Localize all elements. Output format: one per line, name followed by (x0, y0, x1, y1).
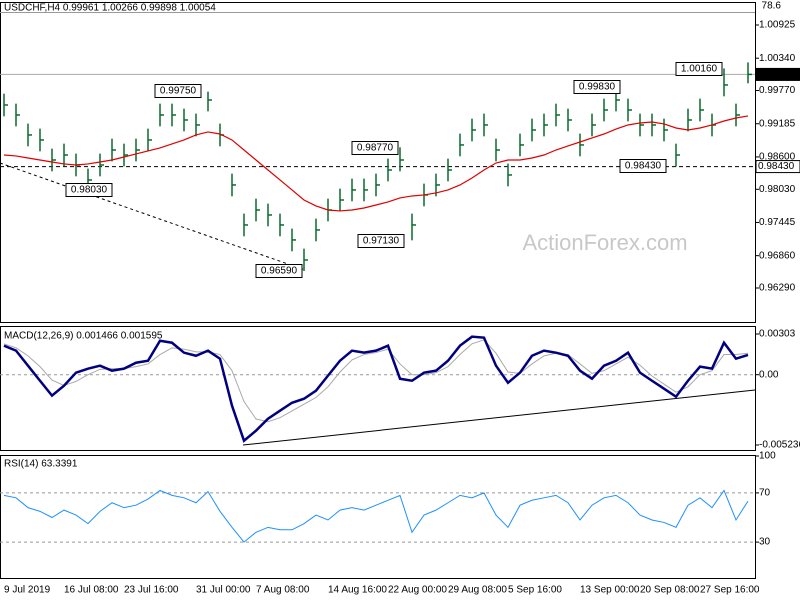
annotation: 0.96590 (261, 266, 298, 277)
y-tick-label: 0.00303 (759, 329, 796, 340)
y-tick-label: 0.99185 (759, 118, 796, 129)
y-tick-label: -0.005236 (759, 440, 800, 451)
y-tick-label: 0.96290 (759, 283, 796, 294)
watermark: ActionForex.com (522, 230, 687, 255)
annotation-box (619, 159, 667, 173)
x-tick-label: 29 Aug 08:00 (448, 585, 507, 596)
annotation: 0.98770 (357, 143, 394, 154)
annotation-box (573, 80, 621, 94)
price-line-box (755, 160, 800, 174)
x-tick-label: 22 Aug 00:00 (388, 585, 447, 596)
annotation-box (351, 141, 399, 155)
annotation-box (675, 62, 723, 76)
y-tick-label: 0.98600 (759, 152, 796, 163)
y-tick-label: 100 (759, 451, 776, 462)
price-line-box (755, 67, 800, 81)
annotation: 0.98030 (71, 185, 108, 196)
indicator-line (3, 489, 749, 543)
indicator-line (3, 339, 749, 423)
y-tick-label: 0.00 (759, 369, 779, 380)
annotation-box (154, 84, 202, 98)
macd-trendline (242, 389, 756, 446)
y-tick-label: 1.00340 (759, 53, 796, 64)
y-tick-label: 0.98030 (759, 184, 796, 195)
price-line-label: 0.98430 (758, 161, 795, 172)
y-tick-label: 0.99770 (759, 85, 796, 96)
annotation: 0.99830 (579, 82, 616, 93)
annotation-box (357, 234, 405, 248)
annotation: 0.99750 (160, 86, 197, 97)
x-tick-label: 7 Aug 08:00 (256, 585, 310, 596)
rsi-panel (0, 455, 756, 579)
level-label: 78.6 (762, 1, 782, 12)
y-tick-label: 30 (759, 537, 771, 548)
x-tick-label: 5 Sep 16:00 (508, 585, 562, 596)
x-tick-label: 16 Jul 08:00 (64, 585, 119, 596)
macd-panel (0, 326, 756, 451)
x-tick-label: 31 Jul 00:00 (196, 585, 251, 596)
y-tick-label: 70 (759, 488, 771, 499)
x-tick-label: 13 Sep 00:00 (580, 585, 640, 596)
x-tick-label: 20 Sep 08:00 (640, 585, 700, 596)
rsi-title: RSI(14) 63.3391 (4, 459, 78, 470)
x-tick-label: 23 Jul 16:00 (124, 585, 179, 596)
x-tick-label: 14 Aug 16:00 (328, 585, 387, 596)
price-title: USDCHF,H4 0.99961 1.00266 0.99898 1.0005… (4, 3, 216, 14)
annotation-box (65, 183, 113, 197)
indicator-line (3, 335, 749, 443)
annotation: 1.00160 (681, 64, 718, 75)
moving-average (3, 115, 749, 212)
annotation-box (255, 264, 303, 278)
annotation: 0.97130 (363, 236, 400, 247)
y-tick-label: 0.97445 (759, 217, 796, 228)
x-tick-label: 9 Jul 2019 (4, 585, 51, 596)
annotation: 0.98430 (625, 161, 662, 172)
y-tick-label: 0.96860 (759, 250, 796, 261)
macd-title: MACD(12,26,9) 0.001466 0.001595 (4, 331, 163, 342)
y-tick-label: 1.00925 (759, 20, 796, 31)
price-line-label: 1.00054 (758, 69, 795, 80)
price-trendline (0, 162, 306, 271)
x-tick-label: 27 Sep 16:00 (700, 585, 760, 596)
